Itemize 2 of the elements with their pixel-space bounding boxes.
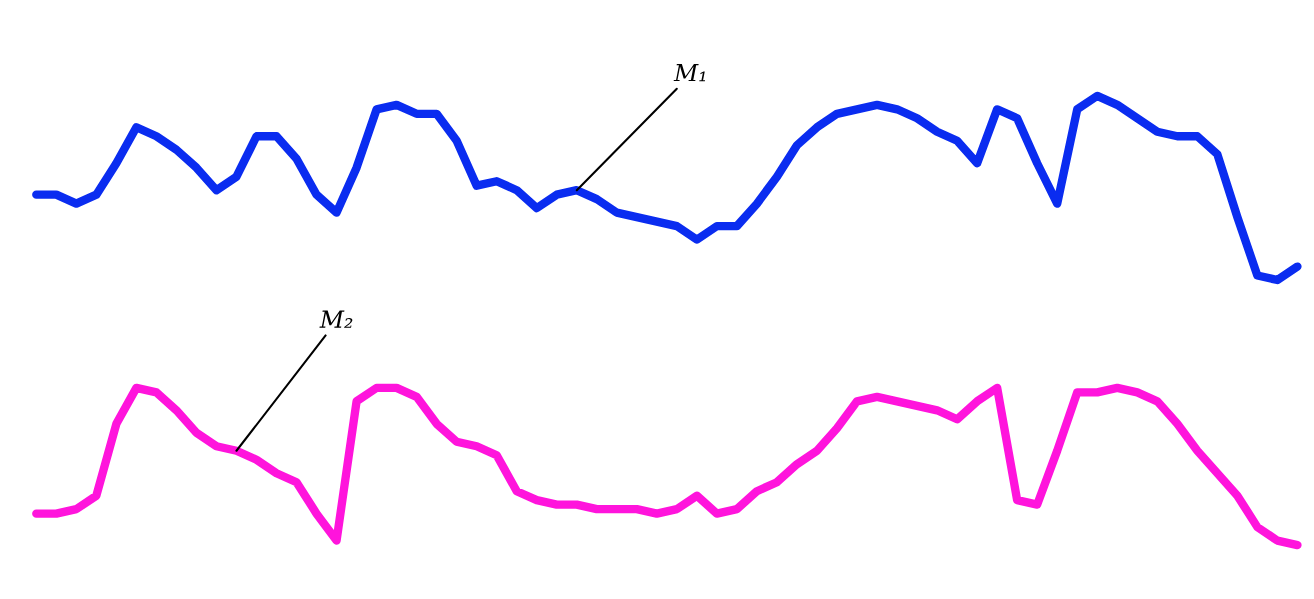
text: M₁	[673, 63, 706, 82]
text: M₂	[319, 310, 353, 328]
